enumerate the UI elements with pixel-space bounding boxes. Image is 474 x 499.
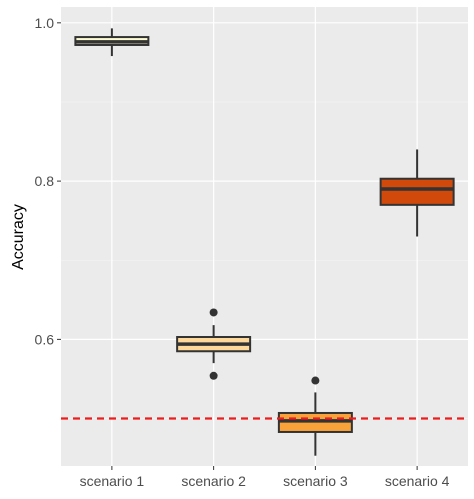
x-tick-label: scenario 1 xyxy=(80,473,145,489)
outlier-point xyxy=(209,308,218,317)
box-scenario-2 xyxy=(176,308,252,380)
x-tick-label: scenario 2 xyxy=(181,473,246,489)
major-gridlines xyxy=(61,7,468,466)
box-scenario-4 xyxy=(379,149,455,237)
x-tick-label: scenario 4 xyxy=(385,473,450,489)
box-scenario-3 xyxy=(277,376,353,456)
y-tick-label: 0.8 xyxy=(35,173,55,189)
box-scenario-1 xyxy=(74,28,150,57)
outlier-point xyxy=(311,376,320,385)
x-axis-ticks: scenario 1 scenario 2 scenario 3 scenario 4 xyxy=(80,466,450,489)
plot-panel xyxy=(61,7,468,466)
outlier-point xyxy=(209,371,218,380)
y-axis-ticks: 0.6 0.8 1.0 xyxy=(35,15,61,347)
y-tick-label: 1.0 xyxy=(35,15,55,31)
y-axis-title: Accuracy xyxy=(10,204,27,270)
box-series xyxy=(74,28,455,456)
box-iqr xyxy=(379,177,455,206)
y-tick-label: 0.6 xyxy=(35,331,55,347)
x-tick-label: scenario 3 xyxy=(283,473,348,489)
